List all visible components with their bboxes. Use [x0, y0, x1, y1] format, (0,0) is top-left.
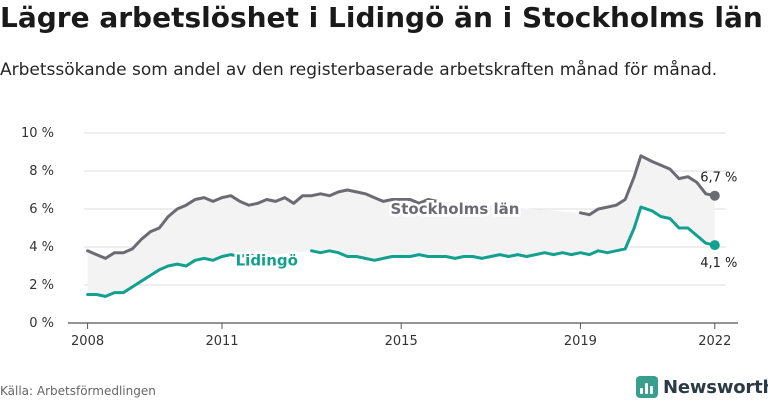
x-tick-label-2: 2015 — [385, 334, 418, 349]
y-tick-label-1: 2 % — [29, 278, 54, 293]
series-name-label-0: Stockholms län — [390, 200, 519, 218]
series-name-label-1: Lidingö — [236, 251, 298, 269]
x-tick-label-1: 2011 — [205, 334, 238, 349]
series-end-value-1: 4,1 % — [700, 256, 737, 271]
y-tick-label-0: 0 % — [29, 316, 54, 331]
series-labels: 6,7 % 4,1 % Stockholms län Lidingö — [233, 171, 737, 272]
series-lines — [86, 154, 720, 298]
series-end-value-0: 6,7 % — [700, 171, 737, 186]
axes: 0 % 2 % 4 % 6 % 8 % 10 % 2008 2011 2015 2019 2022 — [21, 126, 738, 349]
x-tick-label-4: 2022 — [698, 334, 731, 349]
series-line-0-seg-1 — [578, 154, 717, 217]
bar-chart-icon — [636, 376, 658, 398]
series-line-0-seg-0 — [86, 188, 439, 260]
y-tick-label-5: 10 % — [21, 126, 54, 141]
x-tick-label-0: 2008 — [71, 334, 104, 349]
brand-name: Newsworthy — [663, 376, 768, 398]
series-line-1-seg-1 — [310, 205, 717, 262]
series-endpoint-0 — [709, 190, 720, 201]
y-tick-label-2: 4 % — [29, 240, 54, 255]
gap-fill — [87, 155, 715, 297]
brand-logo: Newsworthy — [636, 374, 768, 400]
chart-subtitle: Arbetssökande som andel av den registerb… — [0, 60, 718, 80]
chart-title: Lägre arbetslöshet i Lidingö än i Stockh… — [0, 1, 763, 34]
source-note: Källa: Arbetsförmedlingen — [0, 384, 156, 398]
x-tick-label-3: 2019 — [564, 334, 597, 349]
gap-area — [87, 155, 715, 297]
series-line-1-seg-0 — [86, 253, 260, 298]
y-tick-label-3: 6 % — [29, 202, 54, 217]
y-tick-label-4: 8 % — [29, 164, 54, 179]
series-endpoint-1 — [709, 240, 720, 251]
